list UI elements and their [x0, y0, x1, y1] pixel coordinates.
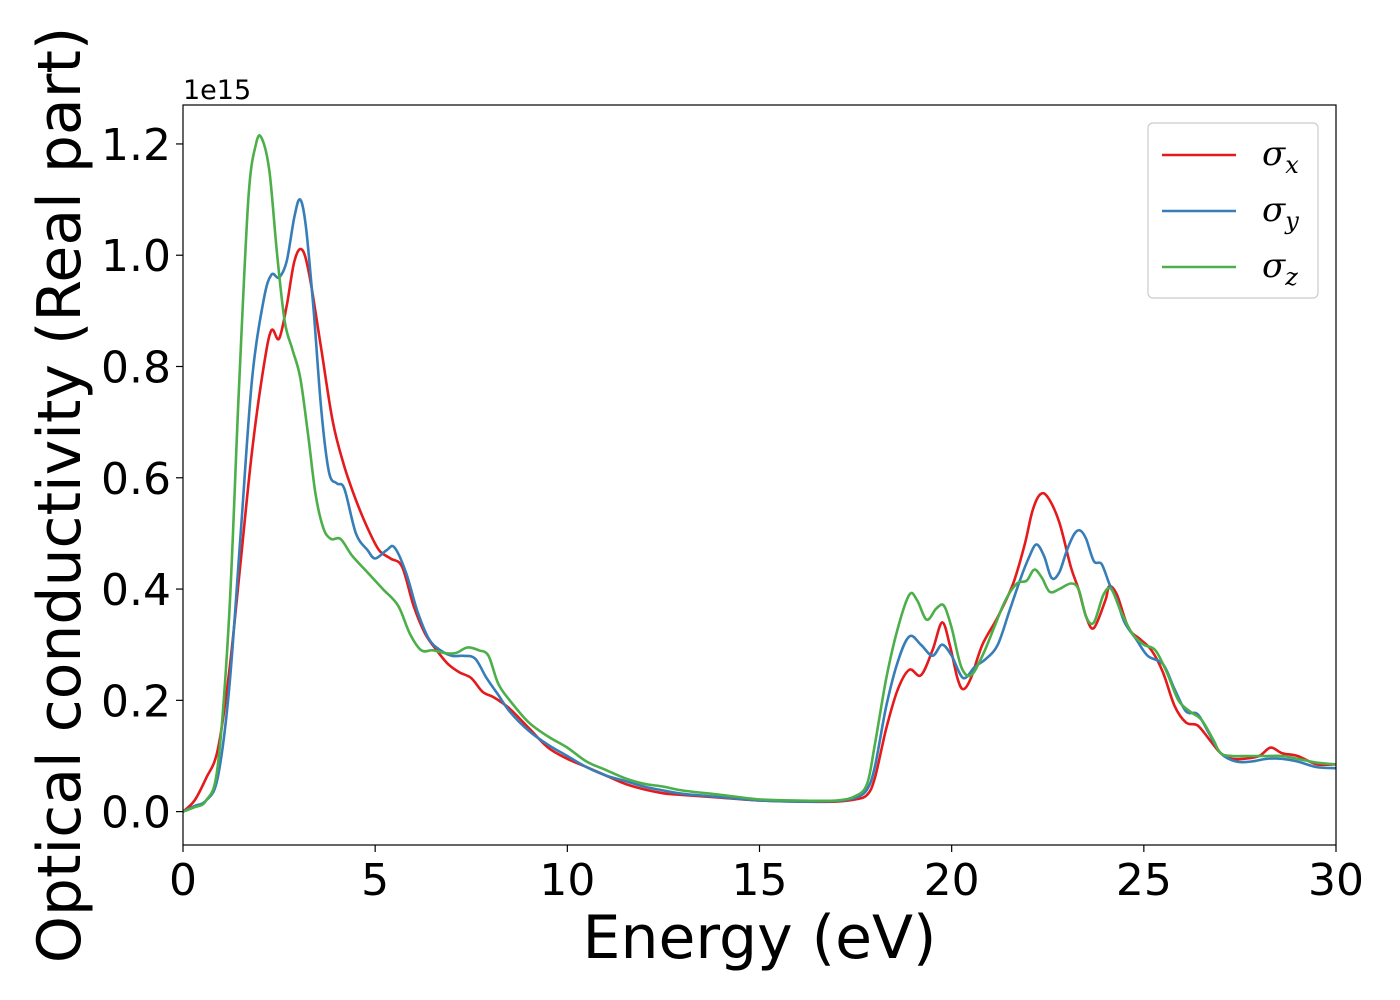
x-axis: 0 5 10 15 20 25 30 [169, 845, 1364, 906]
y-offset-label: 1e15 [183, 75, 251, 106]
y-tick-label: 0.6 [101, 454, 171, 505]
legend: σx σy σz [1147, 122, 1319, 299]
legend-label-z: σz [1262, 246, 1298, 291]
y-tick-label: 1.0 [101, 231, 171, 282]
series-layer [183, 134, 1336, 813]
y-axis-title: Optical conductivity (Real part) [25, 27, 95, 964]
x-tick-label: 25 [1116, 855, 1172, 906]
legend-label-y: σy [1262, 190, 1299, 235]
x-axis-title: Energy (eV) [583, 903, 937, 973]
x-tick-label: 0 [169, 855, 197, 906]
y-tick-label: 0.2 [101, 676, 171, 727]
y-tick-label: 0.8 [101, 343, 171, 394]
series-line-z [183, 134, 1336, 813]
x-tick-label: 5 [361, 855, 389, 906]
y-tick-label: 0.4 [101, 565, 171, 616]
y-tick-label: 1.2 [101, 120, 171, 171]
x-tick-label: 10 [539, 855, 595, 906]
x-tick-label: 30 [1308, 855, 1364, 906]
x-tick-label: 20 [924, 855, 980, 906]
legend-label-x: σx [1262, 134, 1299, 179]
y-axis: 0.0 0.2 0.4 0.6 0.8 1.0 1.2 [101, 120, 183, 839]
y-tick-label: 0.0 [101, 788, 171, 839]
x-tick-label: 15 [732, 855, 788, 906]
